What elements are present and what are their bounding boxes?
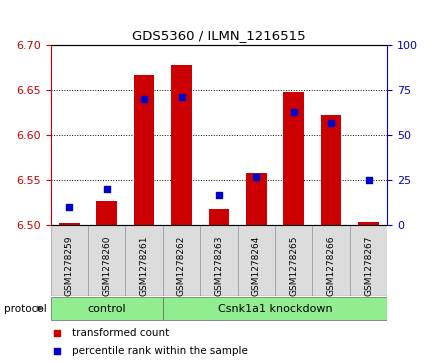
Bar (200, 225, 238, 296)
Bar (96, 201, 117, 225)
Bar (312, 225, 350, 296)
Point (66, 204, 73, 210)
Bar (134, 75, 154, 225)
Bar (209, 209, 229, 225)
Point (54, 348, 61, 354)
Text: GSM1278260: GSM1278260 (102, 236, 111, 296)
Point (178, 95, 185, 101)
Bar (125, 225, 163, 296)
Text: GSM1278266: GSM1278266 (326, 236, 336, 296)
Text: percentile rank within the sample: percentile rank within the sample (72, 346, 248, 356)
Text: transformed count: transformed count (72, 328, 169, 338)
Bar (358, 223, 379, 225)
Point (290, 109, 297, 115)
Text: GSM1278261: GSM1278261 (139, 236, 149, 296)
Text: GSM1278262: GSM1278262 (177, 236, 186, 296)
Bar (163, 225, 200, 296)
Bar (59, 223, 80, 225)
Text: GSM1278264: GSM1278264 (252, 236, 261, 296)
Bar (238, 225, 275, 296)
Point (216, 192, 223, 197)
Bar (275, 225, 312, 296)
Point (253, 174, 260, 179)
Bar (51, 225, 88, 296)
Bar (163, 297, 387, 320)
Text: Csnk1a1 knockdown: Csnk1a1 knockdown (218, 303, 332, 314)
Point (141, 97, 148, 102)
Text: control: control (88, 303, 126, 314)
Bar (171, 65, 192, 225)
Point (327, 120, 335, 126)
Bar (51, 297, 163, 320)
Point (103, 186, 110, 192)
Text: GDS5360 / ILMN_1216515: GDS5360 / ILMN_1216515 (132, 29, 306, 42)
Bar (350, 225, 387, 296)
Text: protocol: protocol (4, 303, 47, 314)
Bar (246, 173, 267, 225)
Bar (88, 225, 125, 296)
Text: GSM1278263: GSM1278263 (214, 236, 224, 296)
Text: GSM1278267: GSM1278267 (364, 236, 373, 296)
Point (365, 177, 372, 183)
Bar (321, 115, 341, 225)
Text: GSM1278259: GSM1278259 (65, 236, 74, 296)
Text: GSM1278265: GSM1278265 (289, 236, 298, 296)
Bar (283, 92, 304, 225)
Point (54, 330, 61, 336)
